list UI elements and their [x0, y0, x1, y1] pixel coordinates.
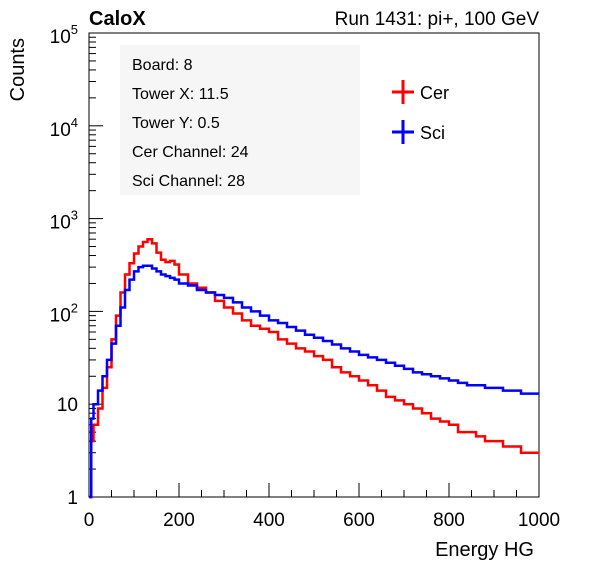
y-tick-label: 1: [67, 488, 78, 509]
legend-label-cer: Cer: [420, 83, 449, 103]
series-line-cer: [89, 237, 539, 499]
info-cer-channel: Cer Channel: 24: [132, 144, 249, 161]
y-tick-label: 105: [50, 22, 78, 48]
legend-label-sci: Sci: [420, 123, 445, 143]
series-line-sci: [89, 264, 539, 499]
legend-marker-cer: [392, 80, 414, 104]
info-tower-y: Tower Y: 0.5: [132, 115, 220, 132]
x-tick-label: 400: [253, 510, 285, 531]
legend: Cer Sci: [392, 80, 449, 144]
x-axis-ticks: 0 200 400 600 800 1000: [84, 483, 560, 531]
legend-marker-sci: [392, 120, 414, 144]
y-tick-label: 102: [50, 300, 78, 326]
y-tick-label: 103: [50, 208, 78, 234]
info-sci-channel: Sci Channel: 28: [132, 173, 245, 190]
y-axis-label: Counts: [7, 38, 29, 101]
x-tick-label: 0: [84, 510, 95, 531]
chart-title-right: Run 1431: pi+, 100 GeV: [335, 9, 540, 30]
y-tick-label: 10: [57, 395, 78, 416]
x-tick-label: 200: [163, 510, 195, 531]
info-tower-x: Tower X: 11.5: [132, 86, 229, 103]
x-tick-label: 1000: [518, 510, 560, 531]
info-board: Board: 8: [132, 57, 193, 74]
info-box: [120, 45, 360, 195]
chart-title-left: CaloX: [89, 8, 146, 30]
y-tick-label: 104: [50, 115, 78, 141]
x-tick-label: 600: [343, 510, 375, 531]
y-axis-ticks: 1 10 102 103 104 105: [50, 22, 103, 509]
x-axis-label: Energy HG: [435, 539, 534, 561]
x-tick-label: 800: [433, 510, 465, 531]
